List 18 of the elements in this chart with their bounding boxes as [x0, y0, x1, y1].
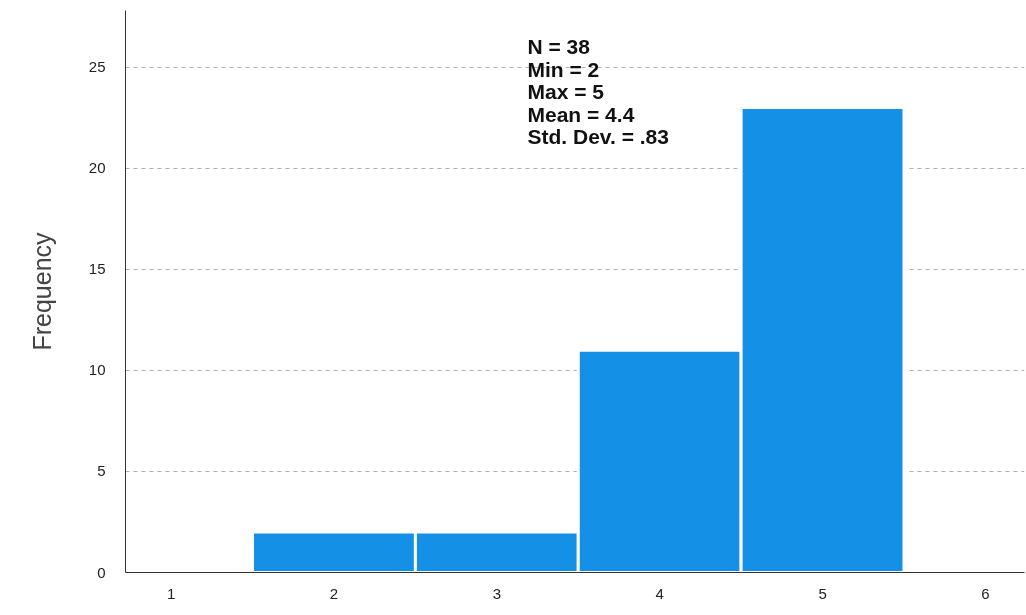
annotation: Min = 2	[527, 57, 600, 81]
y-tick-label: 0	[97, 563, 106, 581]
y-tick-label: 25	[88, 58, 106, 76]
y-tick-label: 15	[88, 260, 106, 278]
x-tick-label: 3	[492, 584, 501, 602]
y-tick-label: 20	[88, 159, 106, 177]
x-tick-label: 5	[818, 584, 827, 602]
x-tick-label: 4	[655, 584, 664, 602]
y-tick-label: 5	[97, 462, 106, 480]
x-tick-label: 2	[329, 584, 339, 602]
y-axis-title: Frequency	[27, 231, 56, 351]
annotation: Mean = 4.4	[527, 102, 635, 126]
y-tick-label: 10	[88, 361, 106, 379]
x-tick-label: 6	[981, 584, 990, 602]
x-tick-label: 1	[166, 584, 176, 602]
annotation: Std. Dev. = .83	[527, 125, 669, 148]
annotation: N = 38	[527, 35, 591, 58]
annotation: Max = 5	[527, 80, 605, 103]
